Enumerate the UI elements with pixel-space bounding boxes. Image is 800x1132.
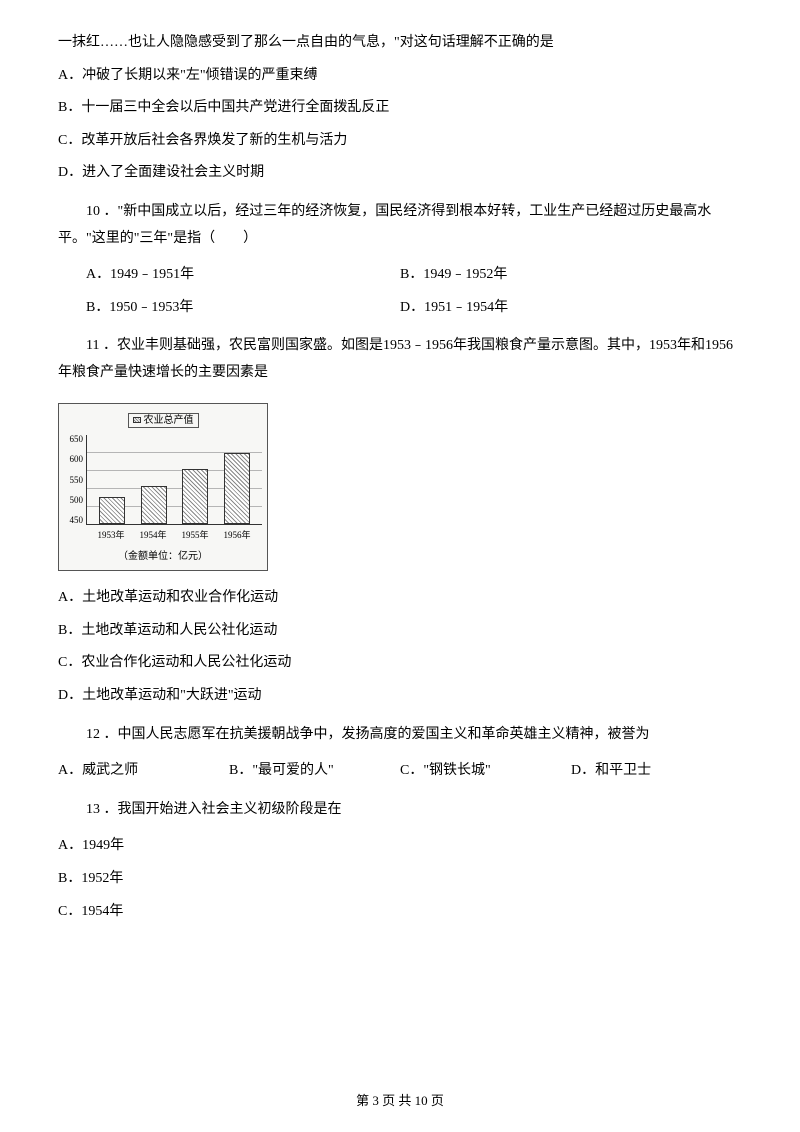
chart-container: 农业总产值 650 600 550 500 450 1953年 1954年 19… — [58, 403, 268, 572]
q10-row2: B．1950﹣1953年 D．1951﹣1954年 — [58, 295, 742, 322]
q12-option-b: B．"最可爱的人" — [229, 758, 400, 785]
q12-option-d: D．和平卫士 — [571, 758, 742, 785]
q13-option-a: A．1949年 — [58, 833, 742, 860]
q10-option-d: D．1951﹣1954年 — [400, 295, 742, 322]
y-axis: 650 600 550 500 450 — [64, 435, 86, 525]
q10-stem: 10 ．"新中国成立以后，经过三年的经济恢复，国民经济得到根本好转，工业生产已经… — [58, 199, 742, 252]
q12-option-a: A．威武之师 — [58, 758, 229, 785]
q12-options: A．威武之师 B．"最可爱的人" C．"钢铁长城" D．和平卫士 — [58, 758, 742, 785]
chart-box: 农业总产值 650 600 550 500 450 1953年 1954年 19… — [58, 403, 268, 572]
chart-bar — [141, 486, 167, 524]
q9-option-d: D．进入了全面建设社会主义时期 — [58, 160, 742, 187]
q10-option-b: B．1949﹣1952年 — [400, 262, 742, 289]
legend-text: 农业总产值 — [144, 415, 194, 426]
chart-bar — [99, 497, 125, 524]
ytick-4: 450 — [64, 516, 83, 525]
q9-option-c: C．改革开放后社会各界焕发了新的生机与活力 — [58, 128, 742, 155]
q11-stem: 11 ．农业丰则基础强，农民富则国家盛。如图是1953﹣1956年我国粮食产量示… — [58, 333, 742, 386]
bars-group — [87, 435, 262, 524]
xlabel-0: 1953年 — [97, 527, 124, 544]
q11-option-d: D．土地改革运动和"大跃进"运动 — [58, 683, 742, 710]
q11-option-a: A．土地改革运动和农业合作化运动 — [58, 585, 742, 612]
ytick-1: 600 — [64, 455, 83, 464]
q13-option-b: B．1952年 — [58, 866, 742, 893]
q13-option-c: C．1954年 — [58, 899, 742, 926]
ytick-2: 550 — [64, 476, 83, 485]
q10-option-b2: B．1950﹣1953年 — [58, 295, 400, 322]
q13-stem: 13 ．我国开始进入社会主义初级阶段是在 — [58, 797, 742, 824]
xlabel-2: 1955年 — [181, 527, 208, 544]
q9-option-b: B．十一届三中全会以后中国共产党进行全面拨乱反正 — [58, 95, 742, 122]
legend-swatch-icon — [133, 417, 141, 423]
xlabel-3: 1956年 — [223, 527, 250, 544]
q12-stem: 12 ．中国人民志愿军在抗美援朝战争中，发扬高度的爱国主义和革命英雄主义精神，被… — [58, 722, 742, 749]
chart-area: 650 600 550 500 450 — [64, 435, 262, 525]
q12-option-c: C．"钢铁长城" — [400, 758, 571, 785]
plot-area — [86, 435, 262, 525]
q11-option-b: B．土地改革运动和人民公社化运动 — [58, 618, 742, 645]
q10-row1: A．1949﹣1951年 B．1949﹣1952年 — [58, 262, 742, 289]
page-footer: 第 3 页 共 10 页 — [0, 1089, 800, 1114]
chart-bar — [182, 469, 208, 525]
chart-caption: （金额单位：亿元） — [64, 547, 262, 566]
q9-option-a: A．冲破了长期以来"左"倾错误的严重束缚 — [58, 63, 742, 90]
q10-option-a: A．1949﹣1951年 — [58, 262, 400, 289]
x-axis-labels: 1953年 1954年 1955年 1956年 — [86, 525, 262, 544]
q11-option-c: C．农业合作化运动和人民公社化运动 — [58, 650, 742, 677]
xlabel-1: 1954年 — [139, 527, 166, 544]
ytick-0: 650 — [64, 435, 83, 444]
chart-bar — [224, 453, 250, 524]
chart-legend: 农业总产值 — [64, 407, 262, 434]
q9-stem-cont: 一抹红……也让人隐隐感受到了那么一点自由的气息，"对这句话理解不正确的是 — [58, 30, 742, 57]
ytick-3: 500 — [64, 496, 83, 505]
